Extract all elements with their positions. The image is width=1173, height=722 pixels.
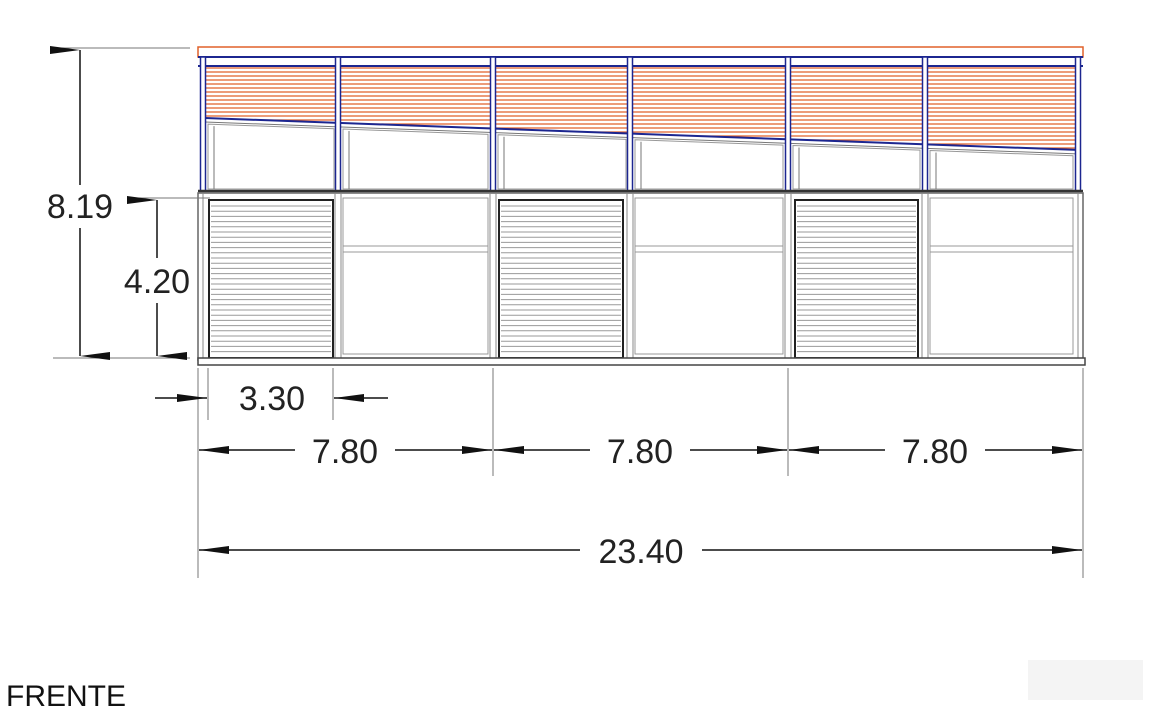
roof-cap (197, 46, 1084, 58)
clerestory-panel (634, 139, 784, 190)
lower-height-label: 4.20 (124, 263, 190, 301)
lower-panels (202, 193, 1079, 358)
bay-2-label: 7.80 (607, 433, 673, 471)
rolling-door (498, 199, 624, 359)
total-height-label: 8.19 (47, 188, 113, 226)
rolling-doors (208, 199, 919, 359)
drawing-title: FRENTE (6, 680, 126, 713)
bay-1-label: 7.80 (312, 433, 378, 471)
total-width-label: 23.40 (598, 533, 683, 571)
ground-line (197, 357, 1086, 366)
steel-column (489, 56, 497, 192)
horizontal-dimensions: 3.30 7.80 7.80 7.80 23.40 (155, 368, 1084, 578)
steel-column (1074, 56, 1082, 192)
glazed-panel (634, 197, 784, 355)
glazed-panel (929, 197, 1074, 355)
clerestory-panel (497, 134, 627, 190)
steel-column (784, 56, 792, 192)
vertical-dimensions: 8.19 4.20 (47, 46, 210, 360)
door-width-label: 3.30 (239, 380, 305, 418)
steel-column (921, 56, 929, 192)
louvre-sloped-edge (204, 117, 1081, 151)
clerestory-panel (792, 144, 921, 190)
watermark-block (1028, 660, 1143, 700)
glazed-panel (342, 197, 489, 355)
upper-storey (197, 46, 1084, 193)
clerestory-panel (207, 123, 335, 190)
steel-column (626, 56, 634, 192)
steel-column (334, 56, 342, 192)
clerestory-panel (342, 128, 489, 190)
rolling-door (794, 199, 919, 359)
clerestory-panel (929, 149, 1074, 190)
rolling-door (208, 199, 334, 359)
lower-storey (197, 192, 1086, 366)
bay-3-label: 7.80 (902, 433, 968, 471)
steel-column (199, 56, 207, 192)
clerestory-panels (207, 123, 1074, 190)
